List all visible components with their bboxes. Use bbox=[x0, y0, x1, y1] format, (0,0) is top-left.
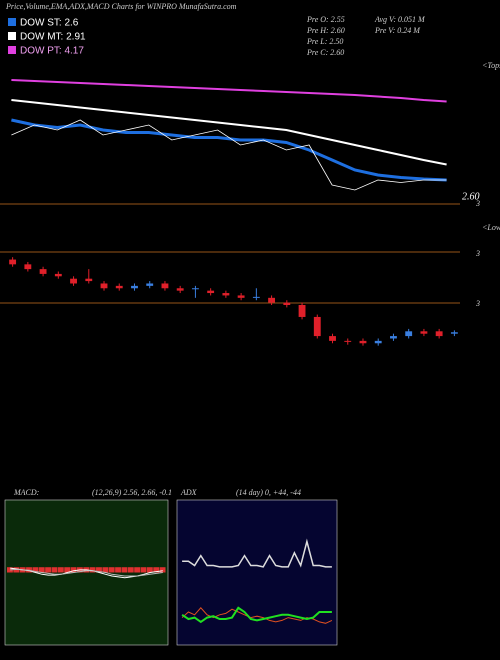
annotation: <Tops bbox=[482, 61, 500, 70]
stat: Pre L: 2.50 bbox=[306, 37, 343, 46]
adx-title: ADX bbox=[180, 488, 198, 497]
legend-swatch bbox=[8, 32, 16, 40]
annotation: 3 bbox=[475, 199, 480, 208]
candle-body bbox=[237, 295, 245, 298]
candle-body bbox=[390, 336, 397, 339]
line bbox=[181, 606, 332, 624]
legend-label: DOW ST: 2.6 bbox=[20, 18, 79, 29]
histogram-bar bbox=[32, 567, 39, 573]
candle-body bbox=[161, 283, 169, 289]
candle-body bbox=[9, 259, 17, 265]
candle-body bbox=[283, 302, 291, 305]
candle-body bbox=[54, 273, 62, 277]
histogram-bar bbox=[89, 567, 96, 573]
histogram-bar bbox=[96, 567, 102, 573]
candle-body bbox=[146, 283, 154, 286]
histogram-bar bbox=[38, 567, 45, 573]
histogram-bar bbox=[121, 567, 128, 573]
candle-body bbox=[329, 336, 336, 341]
line bbox=[11, 79, 447, 103]
macd-params: (12,26,9) 2.56, 2.66, -0.1 bbox=[92, 488, 172, 497]
candle-body bbox=[435, 331, 443, 337]
histogram-bar bbox=[70, 567, 77, 573]
candle-body bbox=[176, 288, 184, 291]
legend-swatch bbox=[8, 46, 16, 54]
stat: Pre H: 2.60 bbox=[306, 26, 345, 35]
histogram-bar bbox=[7, 567, 13, 573]
line bbox=[11, 99, 447, 166]
histogram-bar bbox=[140, 567, 147, 573]
candle-body bbox=[313, 316, 321, 337]
line bbox=[181, 607, 333, 624]
candle-body bbox=[131, 285, 138, 289]
candle-body bbox=[70, 278, 77, 284]
candle-body bbox=[191, 288, 199, 290]
histogram-bar bbox=[127, 567, 134, 573]
candle-body bbox=[405, 331, 413, 337]
histogram-bar bbox=[51, 567, 58, 573]
stat: Pre O: 2.55 bbox=[306, 15, 345, 24]
candle-body bbox=[374, 340, 382, 344]
candle-body bbox=[100, 283, 108, 289]
legend-swatch bbox=[8, 18, 16, 26]
candle-body bbox=[420, 331, 428, 334]
legend-label: DOW PT: 4.17 bbox=[20, 46, 84, 57]
stat: Pre V: 0.24 M bbox=[374, 26, 421, 35]
annotation: 3 bbox=[475, 299, 480, 308]
candle-body bbox=[222, 293, 230, 296]
histogram-bar bbox=[146, 567, 153, 573]
histogram-bar bbox=[108, 567, 115, 573]
candle-body bbox=[359, 340, 367, 344]
chart-title: Price,Volume,EMA,ADX,MACD Charts for WIN… bbox=[5, 2, 237, 11]
adx-panel bbox=[176, 499, 338, 646]
stat: Pre C: 2.60 bbox=[306, 48, 344, 57]
candle-body bbox=[24, 264, 32, 270]
histogram-bar bbox=[115, 567, 121, 573]
price-label: 2.60 bbox=[462, 191, 480, 202]
annotation: <Lows bbox=[482, 223, 500, 232]
stat: Avg V: 0.051 M bbox=[374, 15, 426, 24]
line bbox=[11, 118, 447, 182]
histogram-bar bbox=[64, 567, 71, 573]
histogram-bar bbox=[159, 567, 166, 573]
candle-body bbox=[115, 285, 123, 289]
legend-label: DOW MT: 2.91 bbox=[20, 32, 86, 43]
macd-title: MACD: bbox=[13, 488, 40, 497]
candle-body bbox=[252, 296, 260, 298]
line bbox=[182, 538, 332, 568]
candle-body bbox=[450, 332, 458, 334]
candle-body bbox=[39, 269, 47, 274]
histogram-bar bbox=[102, 567, 109, 573]
annotation: 3 bbox=[475, 249, 480, 258]
candle-body bbox=[85, 278, 93, 282]
histogram-bar bbox=[57, 567, 64, 573]
histogram-bar bbox=[153, 567, 160, 573]
candle-body bbox=[268, 297, 276, 303]
line bbox=[11, 119, 447, 191]
histogram-bar bbox=[134, 567, 141, 573]
candle-body bbox=[298, 305, 306, 317]
candle-body bbox=[207, 290, 215, 294]
histogram-bar bbox=[45, 567, 52, 573]
adx-params: (14 day) 0, +44, -44 bbox=[236, 488, 301, 497]
line bbox=[10, 568, 163, 577]
candle-body bbox=[344, 340, 352, 342]
